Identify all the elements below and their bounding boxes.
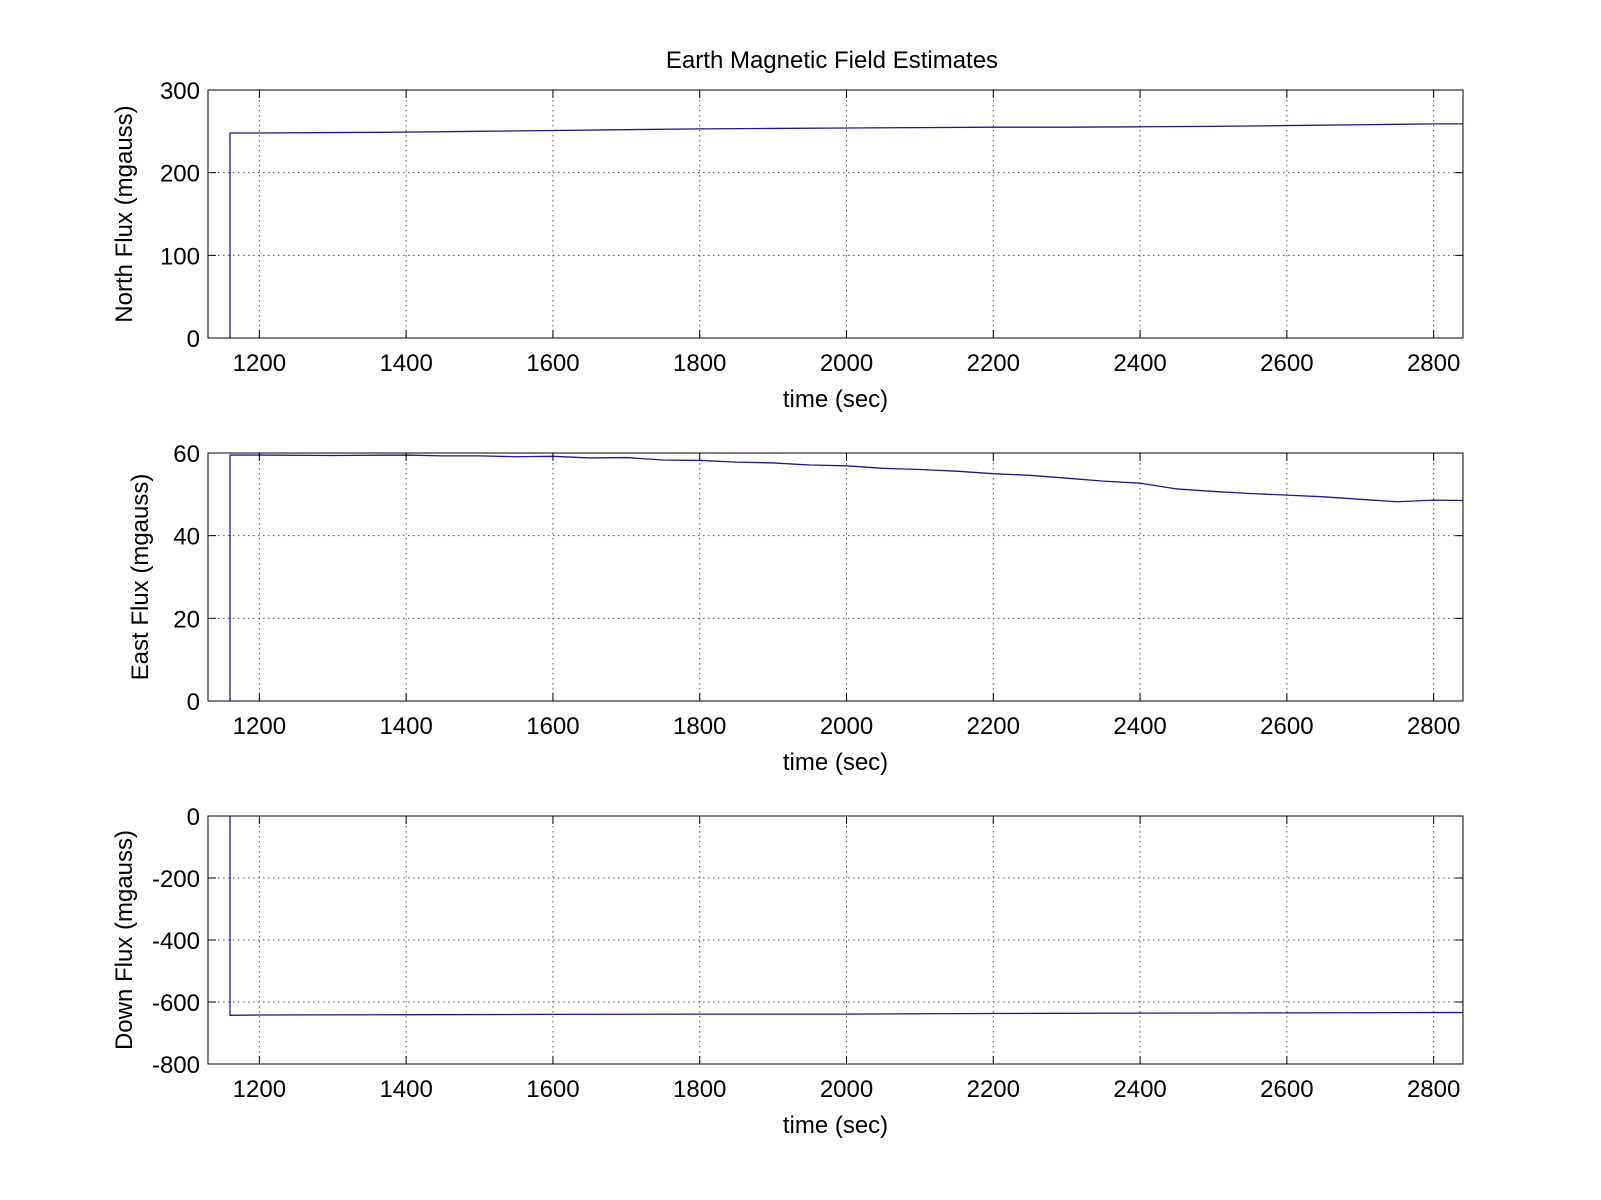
subplot-3: 1200 1400 1600 1800 2000 2200 2400 2600 2800 -800… <box>111 804 1464 1139</box>
series-line-1 <box>229 454 1464 701</box>
y-axis-label: East Flux (mgauss) <box>127 474 154 681</box>
y-tick-label: 300 <box>160 78 200 105</box>
x-tick-label: 2200 <box>967 1076 1020 1103</box>
x-tick-label: 2400 <box>1113 1076 1166 1103</box>
x-axis-label: time (sec) <box>783 1112 888 1139</box>
x-tick-label: 1800 <box>673 713 726 740</box>
axes-frame <box>207 89 1464 339</box>
x-tick-label: 2400 <box>1113 350 1166 377</box>
y-tick-label: 0 <box>187 326 200 353</box>
series-line-1 <box>229 123 1463 338</box>
subplot-group: 1200 1400 1600 1800 2000 2200 2400 2600 28000100… <box>111 78 1464 1139</box>
x-tick-label: 2000 <box>820 350 873 377</box>
x-tick-label: 2800 <box>1407 350 1460 377</box>
y-tick-label: 60 <box>173 441 200 468</box>
y-tick-label: 200 <box>160 161 200 188</box>
y-tick-label: -400 <box>152 928 200 955</box>
y-tick-label: 20 <box>173 606 200 633</box>
figure-title: Earth Magnetic Field Estimates <box>666 47 998 74</box>
axes-frame <box>207 815 1464 1065</box>
y-tick-label: 0 <box>187 804 200 831</box>
x-tick-label: 2000 <box>820 713 873 740</box>
x-tick-label: 1600 <box>526 1076 579 1103</box>
y-axis-label: North Flux (mgauss) <box>111 105 138 322</box>
x-tick-label: 1800 <box>673 1076 726 1103</box>
y-tick-label: -600 <box>152 990 200 1017</box>
y-tick-label: -800 <box>152 1052 200 1079</box>
y-tick-label: 40 <box>173 524 200 551</box>
axes-frame <box>207 452 1464 702</box>
x-tick-label: 2600 <box>1260 1076 1313 1103</box>
subplot-1: 1200 1400 1600 1800 2000 2200 2400 2600 2800 0 100… <box>111 78 1464 413</box>
x-tick-label: 1400 <box>379 713 432 740</box>
x-tick-label: 1200 <box>233 713 286 740</box>
x-tick-label: 2200 <box>967 350 1020 377</box>
x-tick-label: 2800 <box>1407 1076 1460 1103</box>
y-tick-label: 100 <box>160 243 200 270</box>
x-tick-label: 2600 <box>1260 713 1313 740</box>
x-tick-label: 2600 <box>1260 350 1313 377</box>
x-tick-label: 1800 <box>673 350 726 377</box>
x-tick-label: 1600 <box>526 350 579 377</box>
y-axis-label: Down Flux (mgauss) <box>111 830 138 1050</box>
y-tick-label: -200 <box>152 866 200 893</box>
series-line-1 <box>229 816 1463 1016</box>
x-tick-label: 1600 <box>526 713 579 740</box>
x-axis-label: time (sec) <box>783 386 888 413</box>
x-tick-label: 2400 <box>1113 713 1166 740</box>
x-tick-label: 1400 <box>379 1076 432 1103</box>
subplot-2: 1200 1400 1600 1800 2000 2200 2400 2600 2800 0 20 4… <box>127 441 1464 776</box>
x-tick-label: 2800 <box>1407 713 1460 740</box>
x-axis-label: time (sec) <box>783 749 888 776</box>
y-tick-label: 0 <box>187 689 200 716</box>
x-tick-label: 1200 <box>233 350 286 377</box>
x-tick-label: 1400 <box>379 350 432 377</box>
x-tick-label: 2000 <box>820 1076 873 1103</box>
x-tick-label: 2200 <box>967 713 1020 740</box>
x-tick-label: 1200 <box>233 1076 286 1103</box>
